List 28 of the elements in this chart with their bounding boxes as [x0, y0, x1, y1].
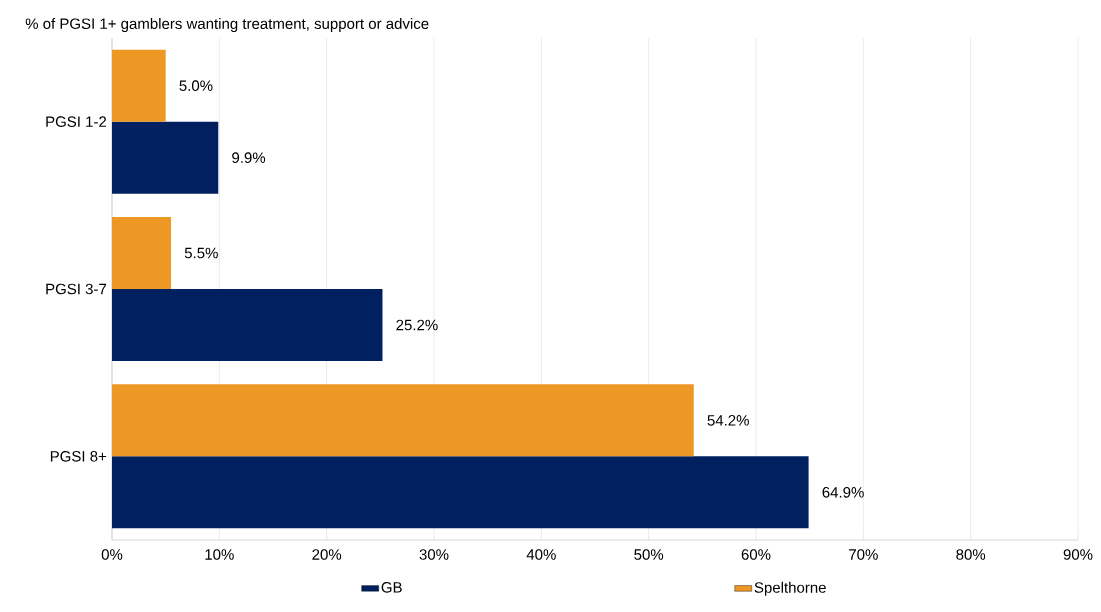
legend-label: Spelthorne — [754, 581, 826, 596]
x-tick-label: 0% — [101, 549, 123, 560]
data-label: 64.9% — [822, 487, 864, 498]
x-tick-label: 90% — [1063, 549, 1093, 560]
bar — [112, 384, 694, 457]
data-label: 9.9% — [232, 152, 266, 163]
y-tick-label: PGSI 8+ — [50, 451, 107, 462]
data-label: 54.2% — [707, 415, 749, 426]
x-tick-label: 70% — [849, 549, 878, 560]
x-tick-label: 10% — [205, 549, 234, 560]
y-tick-label: PGSI 1-2 — [46, 116, 107, 127]
y-tick-label: PGSI 3-7 — [46, 283, 107, 295]
x-tick-label: 50% — [634, 549, 664, 560]
bar — [112, 49, 166, 122]
x-tick-label: 60% — [741, 549, 771, 560]
bar — [112, 217, 172, 289]
legend-label: GB — [381, 582, 402, 593]
bar — [112, 456, 809, 529]
chart-title: % of PGSI 1+ gamblers wanting treatment, support or advice — [25, 18, 429, 32]
bar — [112, 121, 219, 194]
x-tick-label: 20% — [312, 549, 342, 560]
data-label: 5.5% — [184, 247, 218, 259]
data-label: 25.2% — [396, 319, 438, 331]
x-tick-label: 30% — [419, 549, 449, 560]
data-label: 5.0% — [179, 80, 213, 91]
x-tick-label: 40% — [526, 549, 556, 560]
bar — [112, 289, 383, 361]
x-tick-label: 80% — [956, 549, 986, 560]
